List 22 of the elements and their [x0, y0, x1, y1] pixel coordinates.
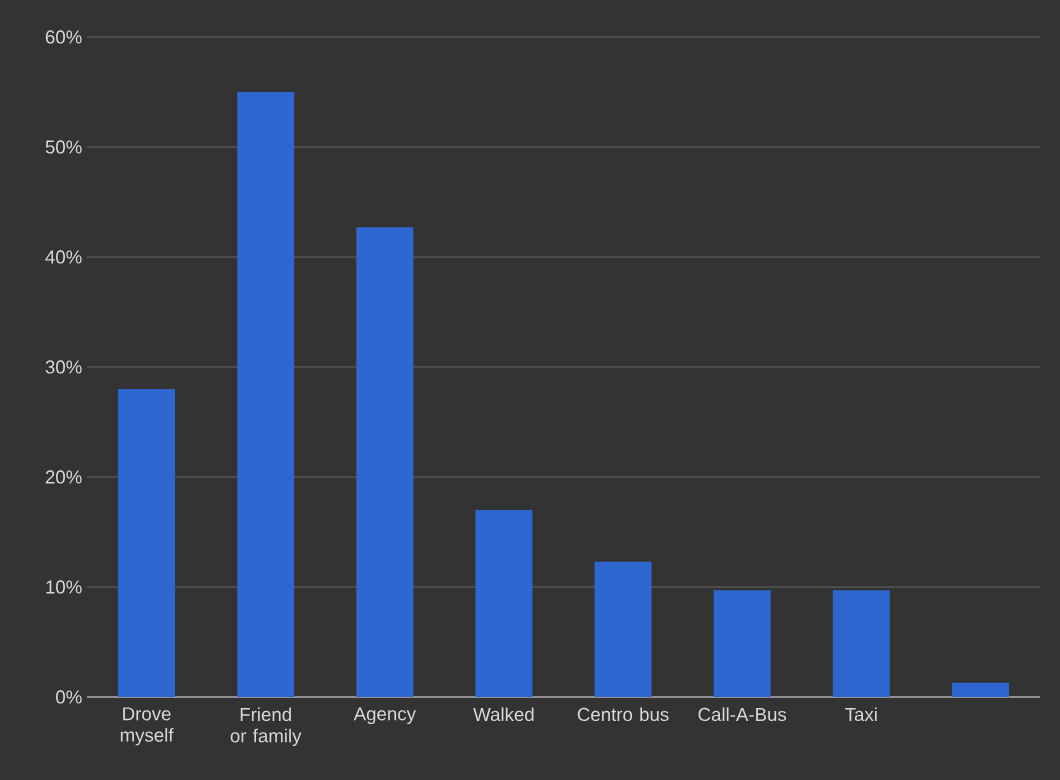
y-tick-label: 50% [45, 140, 82, 154]
bar [951, 682, 1009, 697]
y-tick-label: 60% [45, 30, 82, 44]
y-tick-label: 40% [45, 250, 82, 264]
bar [237, 91, 295, 697]
x-tick-label: Walked [473, 707, 534, 722]
y-tick-label: 0% [56, 690, 82, 704]
bar [118, 388, 176, 697]
y-tick-label: 10% [46, 580, 82, 594]
x-tick-label: Call-A-Bus [698, 707, 787, 722]
y-tick-label: 30% [45, 360, 82, 374]
x-tick-label: Taxi [845, 707, 877, 722]
bar [356, 227, 414, 697]
bar [713, 590, 771, 697]
bar [832, 590, 890, 697]
x-tick-label: Agency [353, 707, 416, 725]
x-tick-label: Centro bus [577, 707, 669, 722]
x-tick-label: Friend or family [230, 707, 302, 747]
x-tick-label: Drove myself [120, 707, 174, 746]
y-tick-label: 20% [45, 470, 82, 484]
bar [475, 509, 533, 697]
bar [594, 561, 652, 697]
